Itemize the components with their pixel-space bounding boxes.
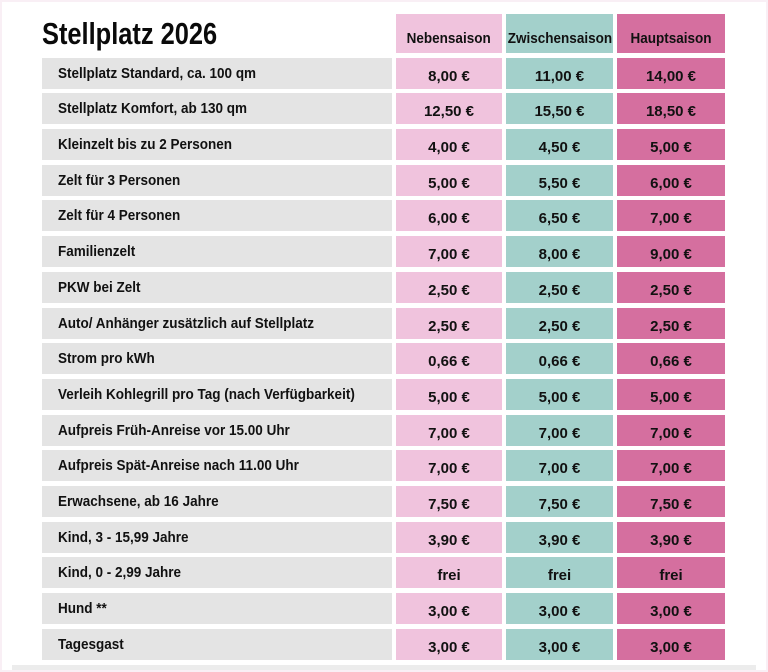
row-label: Stellplatz Komfort, ab 130 qm — [42, 93, 392, 125]
price-cell: 12,50 € — [396, 93, 502, 125]
price-cell: 18,50 € — [617, 93, 725, 125]
price-cell: 7,00 € — [617, 414, 725, 446]
row-label-text: Hund ** — [58, 600, 107, 617]
price-cell: 5,50 € — [506, 164, 613, 196]
row-label-text: Familienzelt — [58, 243, 136, 261]
price-cell: 4,00 € — [396, 129, 502, 161]
page-title: Stellplatz 2026 — [42, 15, 218, 51]
price-cell: frei — [617, 557, 725, 589]
price-cell: 3,00 € — [396, 628, 502, 660]
price-cell: 2,50 € — [506, 307, 613, 339]
price-cell: 14,00 € — [617, 57, 725, 89]
price-cell: 7,50 € — [506, 485, 613, 517]
row-label-text: Zelt für 4 Personen — [58, 207, 181, 225]
price-cell: 8,00 € — [396, 57, 502, 89]
row-label-text: Strom pro kWh — [58, 350, 155, 368]
row-label-text: PKW bei Zelt — [58, 278, 141, 296]
row-label-text: Verleih Kohlegrill pro Tag (nach Verfügb… — [58, 385, 355, 403]
price-cell: 7,50 € — [617, 485, 725, 517]
row-label: Aufpreis Früh-Anreise vor 15.00 Uhr — [42, 414, 392, 446]
row-label: PKW bei Zelt — [42, 271, 392, 303]
price-cell: 7,00 € — [506, 414, 613, 446]
row-label-text: Auto/ Anhänger zusätzlich auf Stellplatz — [58, 314, 315, 332]
price-cell: 6,50 € — [506, 200, 613, 232]
row-label-text: Tagesgast — [58, 635, 124, 653]
row-label: Aufpreis Spät-Anreise nach 11.00 Uhr — [42, 450, 392, 482]
price-cell: 7,00 € — [396, 414, 502, 446]
row-label: Hund ** — [42, 593, 392, 624]
price-cell: 5,00 € — [396, 378, 502, 410]
price-cell: 5,00 € — [617, 129, 725, 161]
price-cell: frei — [396, 557, 502, 589]
column-header-nebensaison: Nebensaison — [396, 14, 502, 53]
price-cell: 8,00 € — [506, 236, 613, 268]
row-label: Tagesgast — [42, 628, 392, 660]
price-cell: 3,90 € — [506, 521, 613, 553]
price-cell: 7,00 € — [506, 450, 613, 482]
price-cell: 11,00 € — [506, 57, 613, 89]
row-label-text: Erwachsene, ab 16 Jahre — [58, 492, 219, 510]
row-label-text: Kleinzelt bis zu 2 Personen — [58, 136, 233, 154]
row-label-text: Stellplatz Komfort, ab 130 qm — [58, 100, 248, 118]
column-header-zwischensaison: Zwischensaison — [506, 14, 613, 53]
row-label: Zelt für 4 Personen — [42, 200, 392, 232]
price-cell: 7,00 € — [396, 236, 502, 268]
price-cell: 5,00 € — [396, 164, 502, 196]
row-label: Auto/ Anhänger zusätzlich auf Stellplatz — [42, 307, 392, 339]
price-cell: 2,50 € — [396, 271, 502, 303]
column-header-hauptsaison: Hauptsaison — [617, 14, 725, 53]
price-cell: 3,00 € — [506, 628, 613, 660]
column-header-hauptsaison-label: Hauptsaison — [630, 30, 712, 47]
price-cell: 3,90 € — [396, 521, 502, 553]
price-cell: 0,66 € — [506, 343, 613, 375]
price-cell: 2,50 € — [506, 271, 613, 303]
price-cell: 2,50 € — [617, 271, 725, 303]
cutoff-row-sliver — [12, 665, 756, 670]
row-label: Stellplatz Standard, ca. 100 qm — [42, 57, 392, 89]
price-cell: 7,00 € — [617, 200, 725, 232]
row-label-text: Stellplatz Standard, ca. 100 qm — [58, 64, 257, 82]
price-cell: 0,66 € — [617, 343, 725, 375]
row-label: Familienzelt — [42, 236, 392, 268]
price-cell: 2,50 € — [617, 307, 725, 339]
price-cell: 6,00 € — [396, 200, 502, 232]
row-label-text: Kind, 0 - 2,99 Jahre — [58, 564, 182, 582]
row-label-text: Aufpreis Spät-Anreise nach 11.00 Uhr — [58, 457, 299, 475]
row-label: Kind, 3 - 15,99 Jahre — [42, 521, 392, 553]
price-cell: frei — [506, 557, 613, 589]
row-label: Kleinzelt bis zu 2 Personen — [42, 129, 392, 161]
price-cell: 7,00 € — [617, 450, 725, 482]
row-label-text: Zelt für 3 Personen — [58, 171, 181, 189]
price-cell: 3,90 € — [617, 521, 725, 553]
price-cell: 3,00 € — [506, 593, 613, 624]
price-cell: 5,00 € — [617, 378, 725, 410]
price-cell: 3,00 € — [396, 593, 502, 624]
price-cell: 5,00 € — [506, 378, 613, 410]
row-label: Strom pro kWh — [42, 343, 392, 375]
price-cell: 0,66 € — [396, 343, 502, 375]
row-label: Verleih Kohlegrill pro Tag (nach Verfügb… — [42, 378, 392, 410]
price-cell: 7,00 € — [396, 450, 502, 482]
price-cell: 3,00 € — [617, 628, 725, 660]
column-header-zwischensaison-label: Zwischensaison — [507, 30, 612, 47]
price-cell: 4,50 € — [506, 129, 613, 161]
row-label: Erwachsene, ab 16 Jahre — [42, 485, 392, 517]
row-label: Kind, 0 - 2,99 Jahre — [42, 557, 392, 589]
row-label: Zelt für 3 Personen — [42, 164, 392, 196]
row-label-text: Kind, 3 - 15,99 Jahre — [58, 528, 189, 546]
price-cell: 3,00 € — [617, 593, 725, 624]
title-cell: Stellplatz 2026 — [42, 14, 392, 53]
price-cell: 2,50 € — [396, 307, 502, 339]
price-cell: 15,50 € — [506, 93, 613, 125]
row-label-text: Aufpreis Früh-Anreise vor 15.00 Uhr — [58, 421, 290, 439]
price-cell: 6,00 € — [617, 164, 725, 196]
price-cell: 7,50 € — [396, 485, 502, 517]
price-cell: 9,00 € — [617, 236, 725, 268]
column-header-nebensaison-label: Nebensaison — [406, 30, 492, 47]
